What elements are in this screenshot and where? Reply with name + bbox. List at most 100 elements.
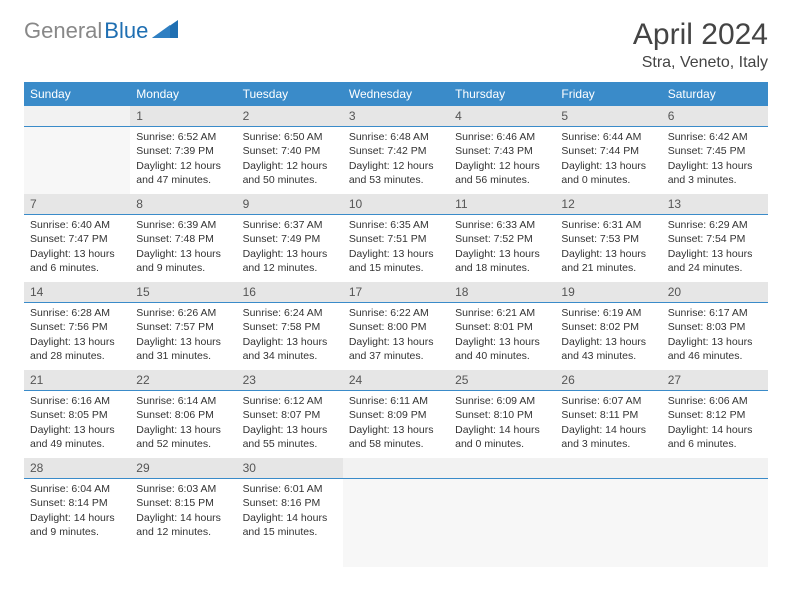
day-number: 3 <box>343 106 449 127</box>
logo-text-general: General <box>24 18 102 44</box>
calendar-week-row: 14Sunrise: 6:28 AMSunset: 7:56 PMDayligh… <box>24 282 768 370</box>
calendar-week-row: 21Sunrise: 6:16 AMSunset: 8:05 PMDayligh… <box>24 370 768 458</box>
calendar-cell: 15Sunrise: 6:26 AMSunset: 7:57 PMDayligh… <box>130 282 236 370</box>
title-block: April 2024 Stra, Veneto, Italy <box>633 18 768 72</box>
day-number: 12 <box>555 194 661 215</box>
day-details <box>662 479 768 567</box>
day-number: 20 <box>662 282 768 303</box>
day-details: Sunrise: 6:29 AMSunset: 7:54 PMDaylight:… <box>662 215 768 279</box>
logo-text-blue: Blue <box>104 18 148 44</box>
day-number: 14 <box>24 282 130 303</box>
day-details: Sunrise: 6:26 AMSunset: 7:57 PMDaylight:… <box>130 303 236 367</box>
day-details: Sunrise: 6:19 AMSunset: 8:02 PMDaylight:… <box>555 303 661 367</box>
day-number: 13 <box>662 194 768 215</box>
header: GeneralBlue April 2024 Stra, Veneto, Ita… <box>0 0 792 76</box>
calendar-cell: 5Sunrise: 6:44 AMSunset: 7:44 PMDaylight… <box>555 106 661 194</box>
weekday-header: Thursday <box>449 82 555 106</box>
weekday-header: Tuesday <box>237 82 343 106</box>
calendar-cell: 12Sunrise: 6:31 AMSunset: 7:53 PMDayligh… <box>555 194 661 282</box>
calendar-cell <box>662 458 768 546</box>
calendar-cell <box>343 458 449 546</box>
calendar-cell: 11Sunrise: 6:33 AMSunset: 7:52 PMDayligh… <box>449 194 555 282</box>
location: Stra, Veneto, Italy <box>633 54 768 72</box>
calendar-head: SundayMondayTuesdayWednesdayThursdayFrid… <box>24 82 768 106</box>
day-number: 23 <box>237 370 343 391</box>
day-number <box>449 458 555 479</box>
day-number: 28 <box>24 458 130 479</box>
month-title: April 2024 <box>633 18 768 52</box>
day-number: 26 <box>555 370 661 391</box>
calendar-cell: 9Sunrise: 6:37 AMSunset: 7:49 PMDaylight… <box>237 194 343 282</box>
calendar-cell: 1Sunrise: 6:52 AMSunset: 7:39 PMDaylight… <box>130 106 236 194</box>
day-number: 18 <box>449 282 555 303</box>
calendar-cell: 24Sunrise: 6:11 AMSunset: 8:09 PMDayligh… <box>343 370 449 458</box>
day-number: 5 <box>555 106 661 127</box>
day-number: 15 <box>130 282 236 303</box>
day-number: 24 <box>343 370 449 391</box>
day-details: Sunrise: 6:37 AMSunset: 7:49 PMDaylight:… <box>237 215 343 279</box>
day-details: Sunrise: 6:44 AMSunset: 7:44 PMDaylight:… <box>555 127 661 191</box>
day-details: Sunrise: 6:35 AMSunset: 7:51 PMDaylight:… <box>343 215 449 279</box>
day-details: Sunrise: 6:06 AMSunset: 8:12 PMDaylight:… <box>662 391 768 455</box>
calendar-cell: 29Sunrise: 6:03 AMSunset: 8:15 PMDayligh… <box>130 458 236 546</box>
calendar-cell: 21Sunrise: 6:16 AMSunset: 8:05 PMDayligh… <box>24 370 130 458</box>
calendar-cell: 22Sunrise: 6:14 AMSunset: 8:06 PMDayligh… <box>130 370 236 458</box>
day-number: 9 <box>237 194 343 215</box>
day-details: Sunrise: 6:17 AMSunset: 8:03 PMDaylight:… <box>662 303 768 367</box>
day-number: 22 <box>130 370 236 391</box>
weekday-header: Wednesday <box>343 82 449 106</box>
day-number: 21 <box>24 370 130 391</box>
calendar-cell: 26Sunrise: 6:07 AMSunset: 8:11 PMDayligh… <box>555 370 661 458</box>
calendar-cell: 16Sunrise: 6:24 AMSunset: 7:58 PMDayligh… <box>237 282 343 370</box>
day-details: Sunrise: 6:40 AMSunset: 7:47 PMDaylight:… <box>24 215 130 279</box>
day-details: Sunrise: 6:03 AMSunset: 8:15 PMDaylight:… <box>130 479 236 543</box>
weekday-header: Friday <box>555 82 661 106</box>
day-number: 6 <box>662 106 768 127</box>
day-number: 25 <box>449 370 555 391</box>
day-details: Sunrise: 6:33 AMSunset: 7:52 PMDaylight:… <box>449 215 555 279</box>
day-details: Sunrise: 6:42 AMSunset: 7:45 PMDaylight:… <box>662 127 768 191</box>
day-number: 30 <box>237 458 343 479</box>
calendar-cell: 3Sunrise: 6:48 AMSunset: 7:42 PMDaylight… <box>343 106 449 194</box>
day-details: Sunrise: 6:21 AMSunset: 8:01 PMDaylight:… <box>449 303 555 367</box>
day-number: 16 <box>237 282 343 303</box>
day-number: 19 <box>555 282 661 303</box>
day-details: Sunrise: 6:28 AMSunset: 7:56 PMDaylight:… <box>24 303 130 367</box>
day-number: 29 <box>130 458 236 479</box>
calendar-cell: 28Sunrise: 6:04 AMSunset: 8:14 PMDayligh… <box>24 458 130 546</box>
calendar-cell: 17Sunrise: 6:22 AMSunset: 8:00 PMDayligh… <box>343 282 449 370</box>
day-details: Sunrise: 6:50 AMSunset: 7:40 PMDaylight:… <box>237 127 343 191</box>
day-number: 8 <box>130 194 236 215</box>
calendar-cell: 19Sunrise: 6:19 AMSunset: 8:02 PMDayligh… <box>555 282 661 370</box>
calendar-cell: 8Sunrise: 6:39 AMSunset: 7:48 PMDaylight… <box>130 194 236 282</box>
calendar-body: 1Sunrise: 6:52 AMSunset: 7:39 PMDaylight… <box>24 106 768 546</box>
day-details: Sunrise: 6:04 AMSunset: 8:14 PMDaylight:… <box>24 479 130 543</box>
calendar-week-row: 1Sunrise: 6:52 AMSunset: 7:39 PMDaylight… <box>24 106 768 194</box>
day-number <box>662 458 768 479</box>
calendar-cell <box>24 106 130 194</box>
calendar-week-row: 7Sunrise: 6:40 AMSunset: 7:47 PMDaylight… <box>24 194 768 282</box>
day-number <box>343 458 449 479</box>
day-details <box>449 479 555 567</box>
calendar-cell: 6Sunrise: 6:42 AMSunset: 7:45 PMDaylight… <box>662 106 768 194</box>
calendar-cell: 13Sunrise: 6:29 AMSunset: 7:54 PMDayligh… <box>662 194 768 282</box>
day-details: Sunrise: 6:39 AMSunset: 7:48 PMDaylight:… <box>130 215 236 279</box>
day-number: 4 <box>449 106 555 127</box>
day-details: Sunrise: 6:11 AMSunset: 8:09 PMDaylight:… <box>343 391 449 455</box>
calendar-cell: 23Sunrise: 6:12 AMSunset: 8:07 PMDayligh… <box>237 370 343 458</box>
day-details <box>343 479 449 567</box>
calendar-cell: 27Sunrise: 6:06 AMSunset: 8:12 PMDayligh… <box>662 370 768 458</box>
calendar-cell <box>555 458 661 546</box>
day-details: Sunrise: 6:14 AMSunset: 8:06 PMDaylight:… <box>130 391 236 455</box>
calendar-cell: 7Sunrise: 6:40 AMSunset: 7:47 PMDaylight… <box>24 194 130 282</box>
calendar-table: SundayMondayTuesdayWednesdayThursdayFrid… <box>24 82 768 546</box>
calendar-cell: 20Sunrise: 6:17 AMSunset: 8:03 PMDayligh… <box>662 282 768 370</box>
day-number: 2 <box>237 106 343 127</box>
calendar-cell <box>449 458 555 546</box>
day-details: Sunrise: 6:16 AMSunset: 8:05 PMDaylight:… <box>24 391 130 455</box>
day-details <box>555 479 661 567</box>
day-details: Sunrise: 6:12 AMSunset: 8:07 PMDaylight:… <box>237 391 343 455</box>
day-number <box>555 458 661 479</box>
calendar-cell: 30Sunrise: 6:01 AMSunset: 8:16 PMDayligh… <box>237 458 343 546</box>
day-details: Sunrise: 6:46 AMSunset: 7:43 PMDaylight:… <box>449 127 555 191</box>
